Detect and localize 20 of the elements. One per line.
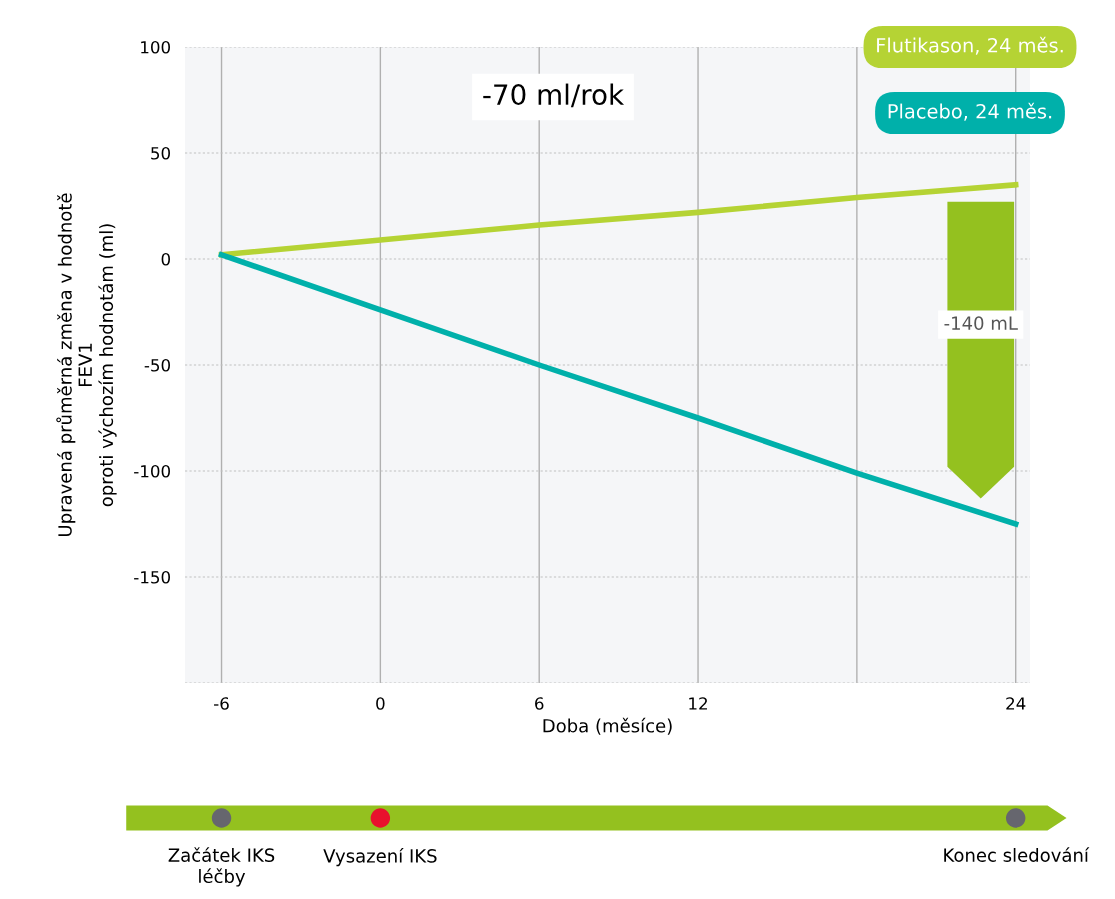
y-tick-label: -50: [144, 358, 171, 372]
text: Konec sledování: [944, 847, 1090, 862]
y-tick-label: 50: [151, 146, 170, 160]
x-axis-title: Doba (měsíce): [543, 717, 672, 735]
text: Začátek IKS léčby: [168, 847, 275, 887]
x-tick-label: 6: [535, 697, 544, 710]
text: Vysazení IKS: [323, 848, 437, 867]
annotation: -70 ml/rok: [483, 83, 625, 108]
y-tick-label: 100: [141, 40, 170, 54]
y-tick-label: -100: [134, 464, 170, 478]
y-tick-label: -150: [134, 570, 170, 584]
text: Placebo, 24 měs.: [888, 102, 1052, 121]
y-tick-label: 0: [161, 252, 170, 266]
x-tick-label: 12: [689, 697, 707, 710]
text: Flutikason, 24 měs.: [877, 36, 1063, 55]
y-axis-title: Upravená průměrná změna v hodnotě FEV1 oproti výchozím hodnotám (ml): [56, 193, 117, 536]
x-tick-label: 24: [1006, 697, 1026, 710]
annotation: -140 mL: [944, 316, 1018, 330]
x-tick-label: -6: [214, 697, 229, 710]
x-tick-label: 0: [376, 697, 385, 710]
